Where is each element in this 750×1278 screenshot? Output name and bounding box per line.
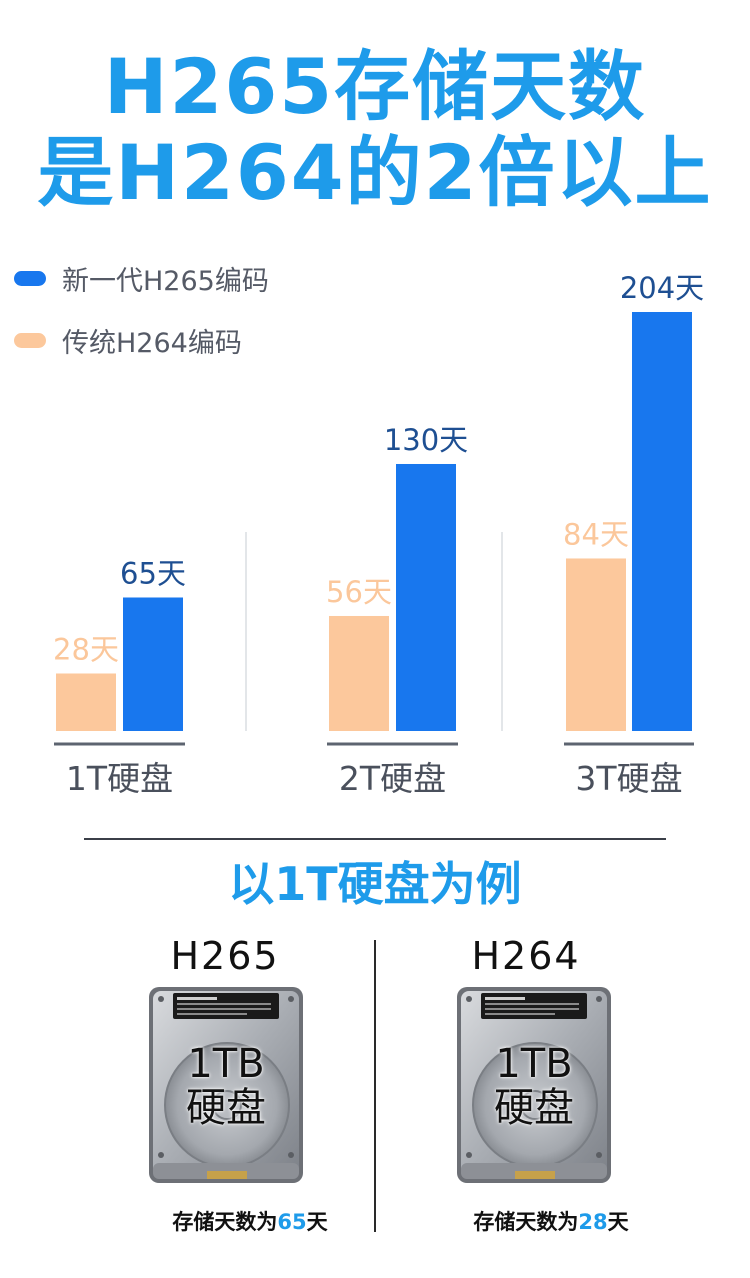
codec-label-h264: H264 (471, 934, 581, 978)
caption-h265: 存储天数为65天 (125, 1206, 375, 1236)
bar (396, 463, 456, 731)
legend-swatch-h264 (14, 332, 46, 348)
data-label: 56天 (326, 575, 392, 609)
caption-suffix: 天 (306, 1210, 328, 1234)
bar (566, 558, 626, 731)
caption-suffix: 天 (607, 1210, 629, 1234)
legend-label-h265: 新一代H265编码 (62, 265, 269, 297)
category-label: 3T硬盘 (575, 759, 682, 798)
bar (329, 615, 389, 731)
comparison-title: 以1T硬盘为例 (228, 857, 522, 911)
hard-disk-h265-icon: 1TB 硬盘 (147, 985, 305, 1185)
category-label: 2T硬盘 (339, 759, 446, 798)
data-label: 130天 (384, 423, 468, 457)
section-divider (84, 838, 666, 840)
data-label: 65天 (120, 556, 186, 590)
hard-disk-h264-icon: 1TB 硬盘 (455, 985, 613, 1185)
disk-capacity-label: 1TB (187, 1041, 265, 1087)
bar (56, 673, 116, 731)
disk-type-label: 硬盘 (494, 1085, 574, 1131)
data-label: 28天 (53, 632, 119, 666)
caption-prefix: 存储天数为 (172, 1210, 278, 1234)
legend-item-h265: 新一代H265编码 (14, 258, 269, 298)
comparison-separator (374, 940, 376, 1232)
category-label: 1T硬盘 (66, 759, 173, 798)
headline-line-1: H265存储天数 (103, 42, 647, 131)
data-label: 204天 (620, 271, 704, 305)
caption-h264: 存储天数为28天 (426, 1206, 676, 1236)
disk-capacity-label: 1TB (495, 1041, 573, 1087)
caption-value: 65 (277, 1210, 307, 1234)
bar (632, 312, 692, 731)
bar-chart: 1T硬盘 2T硬盘 3T硬盘 28天 56天 84天 65天 130天 204天 (53, 271, 704, 798)
codec-label-h265: H265 (170, 934, 280, 978)
legend-label-h264: 传统H264编码 (62, 327, 242, 359)
headline-line-2: 是H264的2倍以上 (37, 128, 713, 217)
legend-item-h264: 传统H264编码 (14, 320, 242, 360)
disk-type-label: 硬盘 (186, 1085, 266, 1131)
caption-value: 28 (578, 1210, 608, 1234)
data-label: 84天 (563, 517, 629, 551)
caption-prefix: 存储天数为 (473, 1210, 579, 1234)
bar (123, 597, 183, 731)
legend-swatch-h265 (14, 270, 46, 286)
